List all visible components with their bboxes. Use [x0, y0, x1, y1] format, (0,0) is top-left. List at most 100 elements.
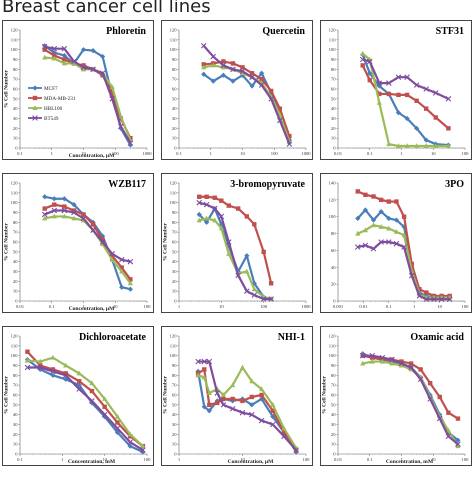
marker-bt549 [50, 368, 56, 375]
x-tick-label: 10 [240, 151, 245, 156]
y-tick-label: 80 [13, 220, 18, 225]
marker-hbl100 [127, 431, 133, 437]
x-tick-label: 10 [81, 151, 86, 156]
marker-hbl100 [369, 358, 375, 364]
series-line [27, 356, 144, 447]
marker-mcf7 [230, 78, 236, 84]
marker-hbl100 [140, 443, 146, 449]
marker-mda-mb-231 [424, 290, 429, 295]
chart-panel: 0 10 20 30 40 50 60 70 80 90 100 110 120 0.01 0.1 1 10 10… [320, 20, 472, 160]
marker-bt549 [393, 240, 400, 247]
marker-bt549 [286, 141, 293, 147]
x-tick-label: 0.1 [367, 457, 373, 462]
marker-hbl100 [401, 232, 407, 238]
marker-mcf7 [42, 43, 48, 49]
marker-mda-mb-231 [230, 61, 236, 66]
y-tick-label: 100 [11, 353, 19, 358]
marker-hbl100 [226, 251, 232, 256]
y-axis-label: % Cell Number [163, 376, 169, 414]
marker-hbl100 [50, 354, 56, 360]
marker-hbl100 [404, 143, 410, 149]
y-tick-label: 50 [13, 402, 18, 407]
x-tick-label: 10 [219, 304, 224, 309]
y-tick-label: 70 [172, 383, 177, 388]
marker-bt549 [438, 296, 445, 303]
marker-mda-mb-231 [128, 277, 133, 282]
marker-mda-mb-231 [394, 199, 399, 204]
marker-bt549 [203, 201, 210, 208]
x-tick-label: 1 [400, 457, 403, 462]
marker-hbl100 [249, 378, 255, 384]
y-tick-label: 110 [329, 37, 336, 42]
marker-bt549 [277, 117, 283, 124]
y-tick-label: 120 [11, 28, 19, 33]
marker-hbl100 [32, 105, 38, 110]
marker-mda-mb-231 [404, 92, 410, 98]
marker-mda-mb-231 [427, 381, 433, 386]
x-axis-label: Concentration, µM [69, 306, 116, 312]
marker-hbl100 [195, 372, 201, 378]
marker-bt549 [235, 272, 241, 279]
marker-mda-mb-231 [377, 91, 382, 97]
marker-bt549 [251, 292, 258, 298]
y-tick-label: 60 [172, 240, 177, 245]
chart-title: Dichloroacetate [79, 332, 147, 343]
y-tick-label: 30 [13, 269, 18, 274]
marker-mda-mb-231 [433, 115, 438, 120]
marker-bt549 [413, 82, 420, 88]
marker-mcf7 [119, 284, 125, 290]
x-tick-label: 100 [112, 151, 120, 156]
marker-mcf7 [220, 72, 226, 78]
marker-hbl100 [42, 54, 48, 60]
marker-bt549 [258, 82, 265, 88]
marker-mda-mb-231 [287, 134, 292, 139]
y-tick-label: 90 [172, 363, 177, 368]
marker-mda-mb-231 [408, 361, 414, 366]
marker-mda-mb-231 [42, 47, 47, 52]
y-tick-label: 120 [329, 28, 337, 33]
marker-bt549 [80, 64, 87, 71]
marker-hbl100 [109, 84, 115, 90]
x-tick-label: 100 [271, 151, 279, 156]
y-tick-label: 110 [11, 343, 18, 348]
series-bt549 [354, 239, 453, 303]
chart-panel: 0 20 40 60 80 100 120 140 0.001 0.01 0.1 1 10 100 3PO [320, 173, 472, 313]
y-tick-label: 120 [170, 181, 178, 186]
chart-title: 3PO [445, 179, 464, 190]
marker-bt549 [214, 390, 221, 396]
marker-mda-mb-231 [226, 203, 231, 208]
marker-bt549 [90, 66, 96, 73]
y-tick-label: 50 [172, 96, 177, 101]
marker-mda-mb-231 [367, 77, 372, 83]
series-line [202, 45, 291, 145]
marker-bt549 [423, 296, 430, 303]
marker-mcf7 [42, 194, 48, 200]
x-tick-label: 0.1 [17, 457, 23, 462]
marker-hbl100 [378, 224, 384, 229]
marker-mda-mb-231 [81, 63, 86, 68]
marker-hbl100 [389, 360, 395, 366]
series-line [199, 195, 273, 284]
marker-mcf7 [51, 50, 57, 56]
marker-mcf7 [61, 196, 67, 202]
marker-bt549 [229, 405, 236, 412]
y-tick-label: 60 [172, 393, 177, 398]
marker-mda-mb-231 [370, 355, 375, 360]
marker-hbl100 [119, 268, 125, 274]
y-axis-label: % Cell Number [322, 376, 328, 414]
marker-mda-mb-231 [378, 197, 384, 203]
marker-mda-mb-231 [204, 194, 209, 199]
marker-mcf7 [80, 47, 87, 53]
marker-bt549 [80, 215, 87, 222]
marker-bt549 [427, 396, 433, 402]
marker-bt549 [127, 439, 133, 445]
x-tick-label: 10 [113, 304, 118, 309]
x-tick-label: 10 [431, 457, 436, 462]
marker-mda-mb-231 [115, 420, 120, 425]
marker-bt549 [41, 211, 48, 218]
chart-panel: 0 10 20 30 40 50 60 70 80 90 100 110 120 0.1 1 10 100 100… [161, 20, 313, 160]
marker-mda-mb-231 [109, 253, 115, 258]
chart-title: STF31 [436, 26, 464, 37]
marker-bt549 [71, 58, 77, 65]
